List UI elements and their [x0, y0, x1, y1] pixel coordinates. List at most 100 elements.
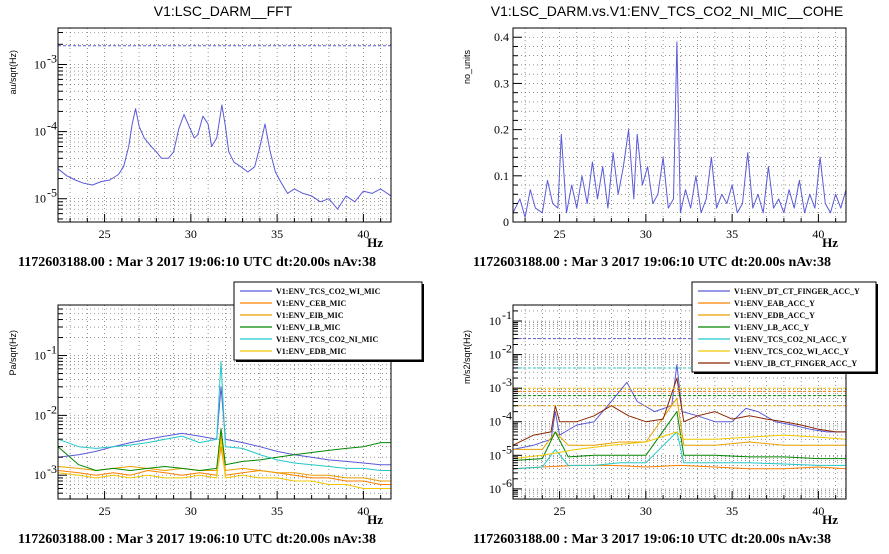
legend-entry: V1:ENV_LB_MIC — [276, 323, 341, 332]
y-tick-exponent: -4 — [47, 119, 57, 133]
y-tick-label: 10 — [489, 314, 501, 328]
series-line-6 — [57, 438, 391, 489]
legend-entry: V1:ENV_TCS_CO2_WI_ACC_Y — [734, 347, 849, 356]
y-tick-exponent: -6 — [502, 476, 512, 490]
y-tick-exponent: -5 — [502, 442, 512, 456]
y-ticks — [58, 31, 67, 220]
series-line-3 — [513, 397, 846, 450]
y-tick-label: 0.2 — [494, 123, 509, 137]
y-tick-exponent: -2 — [502, 342, 512, 356]
series-line-7 — [512, 377, 846, 446]
series-line-4 — [512, 411, 846, 461]
plot-frame — [57, 304, 392, 500]
y-axis-label: m/s2/sqrt(Hz) — [462, 330, 472, 384]
plot-frame — [57, 27, 392, 223]
x-axis-label: Hz — [822, 512, 838, 527]
y-tick-exponent: -1 — [47, 343, 57, 357]
x-tick-label: 25 — [99, 504, 111, 518]
x-tick-label: 30 — [640, 504, 652, 518]
y-tick-label: 0.3 — [494, 76, 509, 90]
chart-title: V1:LSC_DARM.vs.V1:ENV_TCS_CO2_NI_MIC__CO… — [491, 3, 843, 19]
series-line-6 — [512, 431, 847, 460]
y-tick-exponent: -1 — [502, 308, 512, 322]
chart-title: V1:LSC_DARM__FFT — [154, 3, 293, 19]
series-line-3 — [57, 432, 391, 482]
y-tick-exponent: -5 — [47, 186, 57, 200]
x-axis-label: Hz — [367, 512, 383, 527]
series-line-4 — [57, 428, 391, 471]
x-tick-label: 40 — [812, 227, 824, 241]
y-ticks — [58, 308, 67, 500]
y-tick-label: 10 — [34, 58, 46, 72]
x-tick-label: 35 — [271, 504, 283, 518]
y-ticks — [513, 310, 522, 500]
series-line-1 — [512, 41, 847, 218]
y-axis-label: no_units — [462, 50, 472, 85]
y-axis-label: au/sqrt(Hz) — [8, 50, 18, 95]
y-tick-label: 0.4 — [494, 30, 509, 44]
y-tick-label: 10 — [489, 448, 501, 462]
plot-area — [58, 28, 391, 222]
y-tick-label: 10 — [34, 408, 46, 422]
legend-entry: V1:ENV_DT_CT_FINGER_ACC_Y — [734, 287, 860, 296]
series-line-5 — [57, 360, 391, 471]
legend-entry: V1:ENV_EIB_MIC — [276, 311, 344, 320]
x-tick-label: 25 — [99, 227, 111, 241]
x-ticks — [69, 491, 382, 499]
x-tick-label: 40 — [357, 504, 369, 518]
legend-entry: V1:ENV_CEB_MIC — [276, 299, 346, 308]
legend-entry: V1:ENV_TCS_CO2_WI_MIC — [276, 287, 381, 296]
legend-entry: V1:ENV_EDB_MIC — [276, 347, 346, 356]
x-tick-label: 35 — [726, 504, 738, 518]
y-ticks — [513, 36, 522, 223]
chart-footer: 1172603188.00 : Mar 3 2017 19:06:10 UTC … — [473, 255, 831, 270]
y-tick-label: 10 — [489, 348, 501, 362]
y-tick-label: 10 — [489, 415, 501, 429]
y-axis-label: Pa/sqrt(Hz) — [8, 330, 18, 376]
chart-footer: 1172603188.00 : Mar 3 2017 19:06:10 UTC … — [18, 532, 376, 547]
legend-entry: V1:ENV_IB_CT_FINGER_ACC_Y — [734, 359, 857, 368]
y-tick-label: 10 — [34, 349, 46, 363]
chart-footer: 1172603188.00 : Mar 3 2017 19:06:10 UTC … — [473, 532, 831, 547]
x-tick-label: 35 — [271, 227, 283, 241]
x-ticks — [69, 214, 382, 222]
series-line-1 — [57, 104, 392, 210]
legend-entry: V1:ENV_LB_ACC_Y — [734, 323, 809, 332]
legend: V1:ENV_DT_CT_FINGER_ACC_Y V1:ENV_EAB_ACC_… — [691, 281, 878, 374]
x-axis-label: Hz — [822, 235, 838, 250]
y-tick-label: 10 — [489, 482, 501, 496]
x-tick-label: 30 — [640, 227, 652, 241]
y-tick-label: 10 — [34, 468, 46, 482]
legend-entry: V1:ENV_EAB_ACC_Y — [734, 299, 815, 308]
series-line-5 — [512, 431, 846, 470]
x-tick-label: 40 — [357, 227, 369, 241]
x-tick-label: 35 — [726, 227, 738, 241]
y-tick-exponent: -3 — [502, 375, 512, 389]
y-tick-exponent: -3 — [47, 462, 57, 476]
x-ticks — [524, 214, 837, 222]
y-tick-label: 10 — [489, 381, 501, 395]
x-tick-label: 30 — [185, 504, 197, 518]
grid — [513, 28, 846, 222]
legend-entry: V1:ENV_EDB_ACC_Y — [734, 311, 815, 320]
x-tick-label: 30 — [185, 227, 197, 241]
plot-frame — [512, 27, 847, 223]
y-tick-label: 0 — [503, 215, 509, 229]
y-tick-label: 10 — [34, 125, 46, 139]
x-ticks — [524, 491, 837, 499]
y-tick-label: 0.1 — [494, 169, 509, 183]
legend: V1:ENV_TCS_CO2_WI_MIC V1:ENV_CEB_MIC V1:EN… — [233, 281, 424, 362]
y-tick-exponent: -4 — [502, 409, 512, 423]
y-tick-exponent: -3 — [47, 52, 57, 66]
legend-box — [233, 281, 423, 361]
x-axis-label: Hz — [367, 235, 383, 250]
legend-entry: V1:ENV_TCS_CO2_NI_ACC_Y — [734, 335, 847, 344]
chart-panel-2: 25 30 35 40 0.1 0.2 0.3 0.4 0 V1:LSC_DARM.vs.V1:E… — [462, 3, 847, 270]
x-tick-label: 25 — [554, 504, 566, 518]
chart-footer: 1172603188.00 : Mar 3 2017 19:06:10 UTC … — [18, 255, 376, 270]
series-line-2 — [512, 464, 847, 470]
